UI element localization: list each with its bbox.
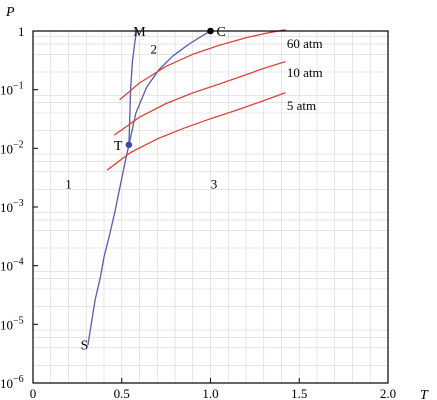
point-c <box>207 27 214 35</box>
y-tick-label: 10−3 <box>0 198 24 215</box>
curves <box>87 29 286 346</box>
series-line-4 <box>114 61 286 136</box>
y-tick-exponent: −2 <box>13 139 24 150</box>
x-tick-label: 0.5 <box>114 386 130 400</box>
y-tick-label: 10−6 <box>0 374 24 391</box>
y-tick-label: 1 <box>18 24 25 39</box>
x-tick-label: 0 <box>30 386 37 400</box>
y-tick-exponent: −4 <box>13 257 24 268</box>
region-label: 1 <box>65 177 72 192</box>
point-label: T <box>114 139 123 154</box>
y-tick-exponent: −6 <box>13 374 24 385</box>
x-axis-label: T <box>420 388 429 400</box>
curve-label: 5 atm <box>287 98 316 113</box>
region-label: 2 <box>150 42 157 57</box>
point-label: S <box>81 339 89 354</box>
y-tick-exponent: −1 <box>13 81 24 92</box>
x-tick-label: 2.0 <box>380 386 396 400</box>
point-label: M <box>133 25 146 40</box>
point-t <box>125 141 133 149</box>
x-tick-label: 1.0 <box>202 386 218 400</box>
points <box>125 27 214 149</box>
series-line-5 <box>106 92 286 171</box>
y-tick-label: 10−2 <box>0 139 24 156</box>
y-tick-label: 10−1 <box>0 81 24 98</box>
region-label: 3 <box>211 177 218 192</box>
curve-label: 10 atm <box>287 65 323 80</box>
series-line-0 <box>87 144 130 346</box>
y-tick-exponent: −5 <box>13 315 24 326</box>
point-label: C <box>216 25 225 40</box>
grid <box>33 31 388 383</box>
y-tick-label: 10−4 <box>0 257 24 274</box>
y-tick-label: 10−5 <box>0 315 24 332</box>
labels: S M C T 1 2 3 60 atm 10 atm 5 atm <box>65 25 322 354</box>
series-line-3 <box>119 29 286 101</box>
curve-label: 60 atm <box>287 36 323 51</box>
y-tick-exponent: −3 <box>13 198 24 209</box>
x-tick-label: 1.5 <box>291 386 307 400</box>
series-line-2 <box>128 30 212 146</box>
axes: 0 0.5 1.0 1.5 2.0 1 10−1 10−2 10−3 10−4 10−5 10−6 T P <box>0 5 429 400</box>
y-axis-label: P <box>5 5 15 20</box>
